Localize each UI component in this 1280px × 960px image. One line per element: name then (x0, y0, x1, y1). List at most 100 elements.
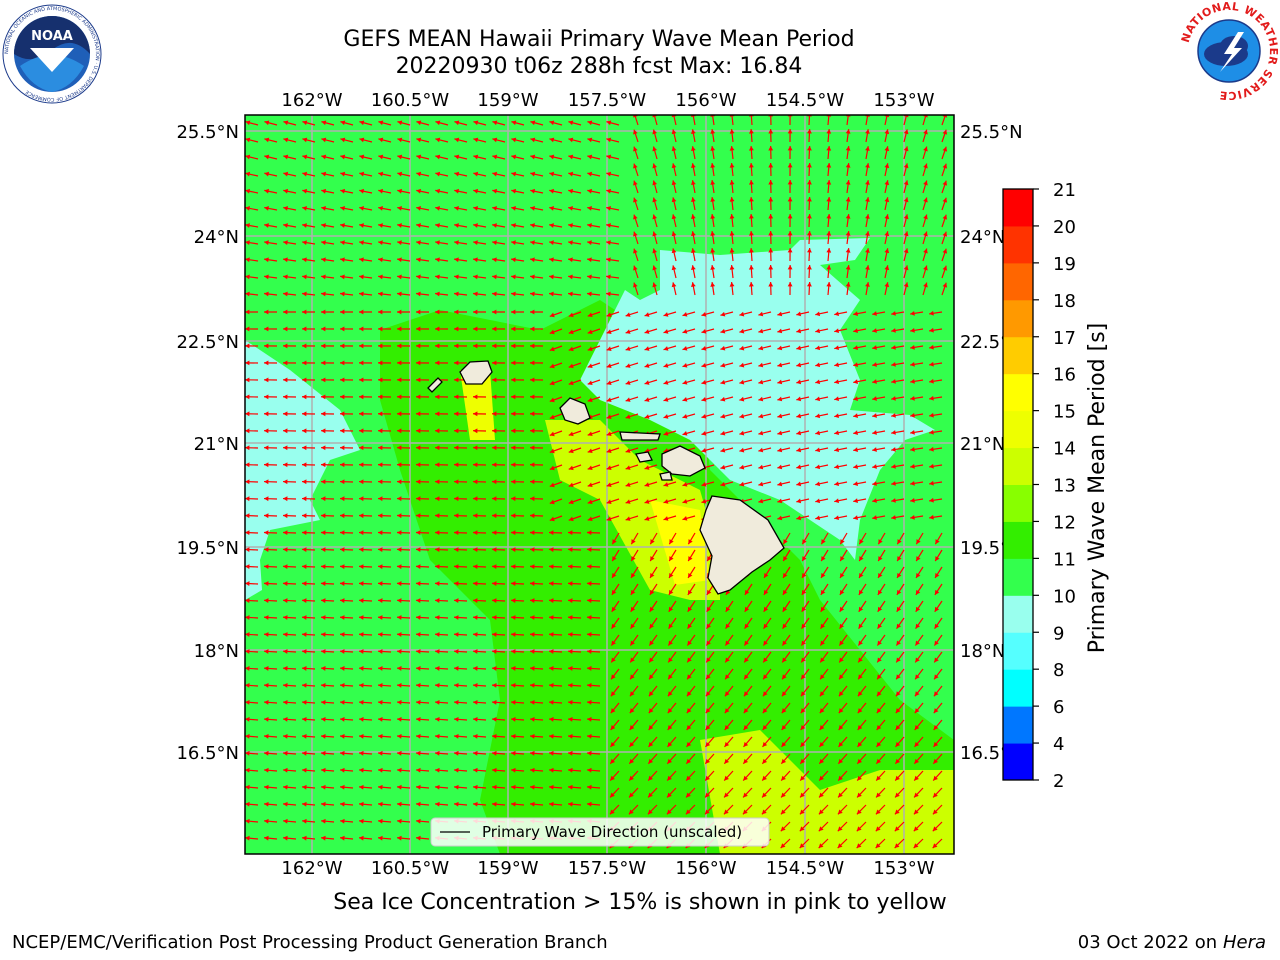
wave-arrow (282, 496, 297, 502)
wave-arrow (903, 214, 909, 228)
wave-arrow (884, 146, 890, 160)
wave-arrow (611, 549, 620, 562)
wave-arrow (359, 240, 373, 246)
wave-arrow (781, 702, 791, 714)
wave-arrow (359, 223, 373, 228)
wave-arrow (853, 430, 867, 435)
wave-arrow (913, 787, 924, 798)
wave-arrow (606, 447, 620, 453)
wave-arrow (567, 649, 582, 654)
wave-arrow (663, 430, 677, 436)
lat-label-right: 24°N (960, 227, 1005, 248)
wave-arrow (492, 188, 506, 194)
wave-arrow (606, 188, 620, 194)
wave-arrow (453, 462, 468, 468)
wave-arrow (914, 651, 924, 663)
wave-arrow (587, 274, 601, 280)
wave-arrow (671, 282, 677, 296)
wave-arrow (282, 581, 297, 586)
wave-arrow (245, 343, 259, 349)
wave-arrow (301, 733, 316, 739)
wave-arrow (710, 180, 716, 194)
wave-arrow (378, 154, 392, 160)
wave-arrow (358, 479, 373, 485)
lat-label-left: 24°N (194, 227, 239, 248)
wave-arrow (245, 564, 259, 569)
wave-arrow (529, 530, 544, 536)
wave-arrow (915, 566, 924, 579)
wave-arrow (801, 532, 810, 545)
colorbar-tick-label: 14 (1053, 439, 1076, 460)
wave-arrow (739, 464, 753, 470)
wave-arrow (865, 129, 870, 143)
wave-arrow (473, 120, 487, 126)
wave-arrow (682, 362, 696, 368)
wave-arrow (529, 479, 544, 485)
wave-arrow (245, 274, 259, 280)
wave-arrow (453, 666, 468, 671)
wave-arrow (768, 213, 774, 228)
wave-arrow (283, 257, 297, 263)
colorbar-segment (1003, 225, 1033, 264)
wave-arrow (686, 634, 696, 646)
wave-arrow (667, 651, 677, 663)
wave-arrow (932, 787, 943, 798)
colorbar-label: Primary Wave Mean Period [s] (1085, 323, 1110, 654)
wave-arrow (819, 736, 829, 748)
wave-arrow (625, 311, 639, 317)
wave-arrow (633, 265, 639, 279)
wave-arrow (263, 818, 278, 824)
wave-arrow (586, 767, 601, 773)
wave-arrow (396, 818, 411, 824)
wave-arrow (415, 666, 430, 671)
wave-arrow (359, 835, 373, 841)
wave-arrow (922, 282, 928, 296)
wave-arrow (396, 496, 411, 502)
wave-arrow (491, 801, 506, 807)
wave-arrow (377, 428, 392, 434)
wave-arrow (934, 583, 943, 596)
wave-arrow (453, 343, 468, 349)
wave-arrow (529, 360, 544, 366)
wave-arrow (434, 309, 449, 315)
wave-arrow (606, 430, 620, 436)
wave-arrow (610, 668, 620, 680)
wave-arrow (691, 146, 696, 160)
wave-arrow (762, 668, 772, 680)
wave-arrow (282, 547, 297, 553)
axis-labels: 162°W162°W160.5°W160.5°W159°W159°W157.5°… (176, 90, 1022, 879)
wave-arrow (691, 248, 696, 262)
wave-arrow (649, 549, 658, 562)
wave-arrow (397, 188, 411, 194)
wave-arrow (691, 180, 696, 194)
wave-arrow (610, 651, 620, 663)
wave-arrow (710, 146, 716, 160)
wave-arrow (872, 447, 886, 452)
wave-arrow (704, 787, 715, 798)
wave-arrow (245, 632, 259, 637)
wave-arrow (649, 566, 658, 579)
wave-arrow (453, 564, 468, 569)
wave-arrow (872, 345, 886, 350)
wave-arrow (510, 801, 525, 807)
wave-arrow (611, 617, 620, 630)
wave-arrow (301, 377, 316, 383)
wave-arrow (301, 445, 316, 451)
wave-arrow (739, 362, 753, 368)
wave-arrow (914, 736, 924, 748)
wave-arrow (629, 651, 639, 663)
wave-arrow (358, 750, 373, 756)
wave-arrow (625, 413, 639, 419)
wave-arrow (838, 685, 848, 697)
wave-arrow (826, 213, 832, 228)
wave-arrow (586, 547, 601, 553)
wave-arrow (301, 801, 316, 807)
wave-arrow (472, 750, 487, 756)
wave-arrow (587, 481, 601, 488)
wave-arrow (800, 685, 810, 697)
wave-arrow (434, 428, 449, 434)
wave-arrow (896, 532, 905, 545)
wave-arrow (264, 291, 278, 297)
wave-arrow (378, 120, 392, 126)
wave-arrow (453, 309, 468, 315)
